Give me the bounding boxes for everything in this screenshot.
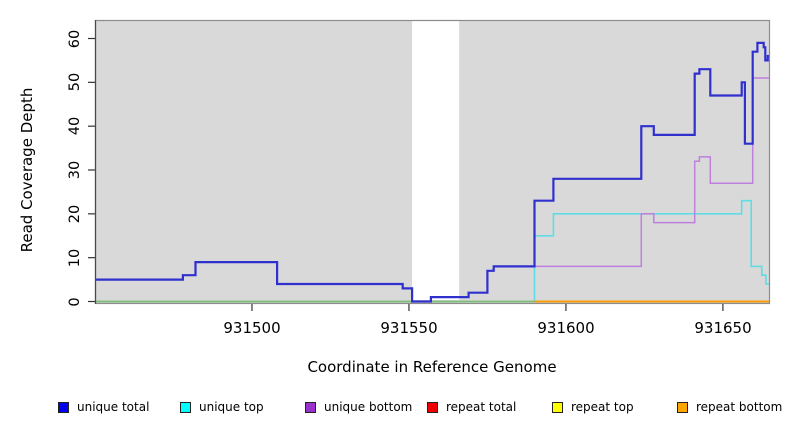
x-tick-label: 931600: [537, 319, 595, 337]
x-tick-label: 931500: [223, 319, 281, 337]
y-tick-label: 30: [67, 160, 83, 180]
y-tick-label: 20: [67, 204, 83, 223]
y-tick-label: 60: [67, 29, 83, 48]
y-tick-label: 40: [67, 116, 83, 136]
x-tick-label: 931550: [380, 319, 438, 337]
y-tick-label: 10: [67, 248, 83, 267]
y-tick-label: 50: [67, 73, 83, 92]
y-tick-label: 0: [67, 296, 83, 307]
x-tick-label: 931650: [694, 319, 752, 337]
x-axis-title: Coordinate in Reference Genome: [307, 358, 557, 376]
y-axis-title: Read Coverage Depth: [18, 87, 36, 253]
